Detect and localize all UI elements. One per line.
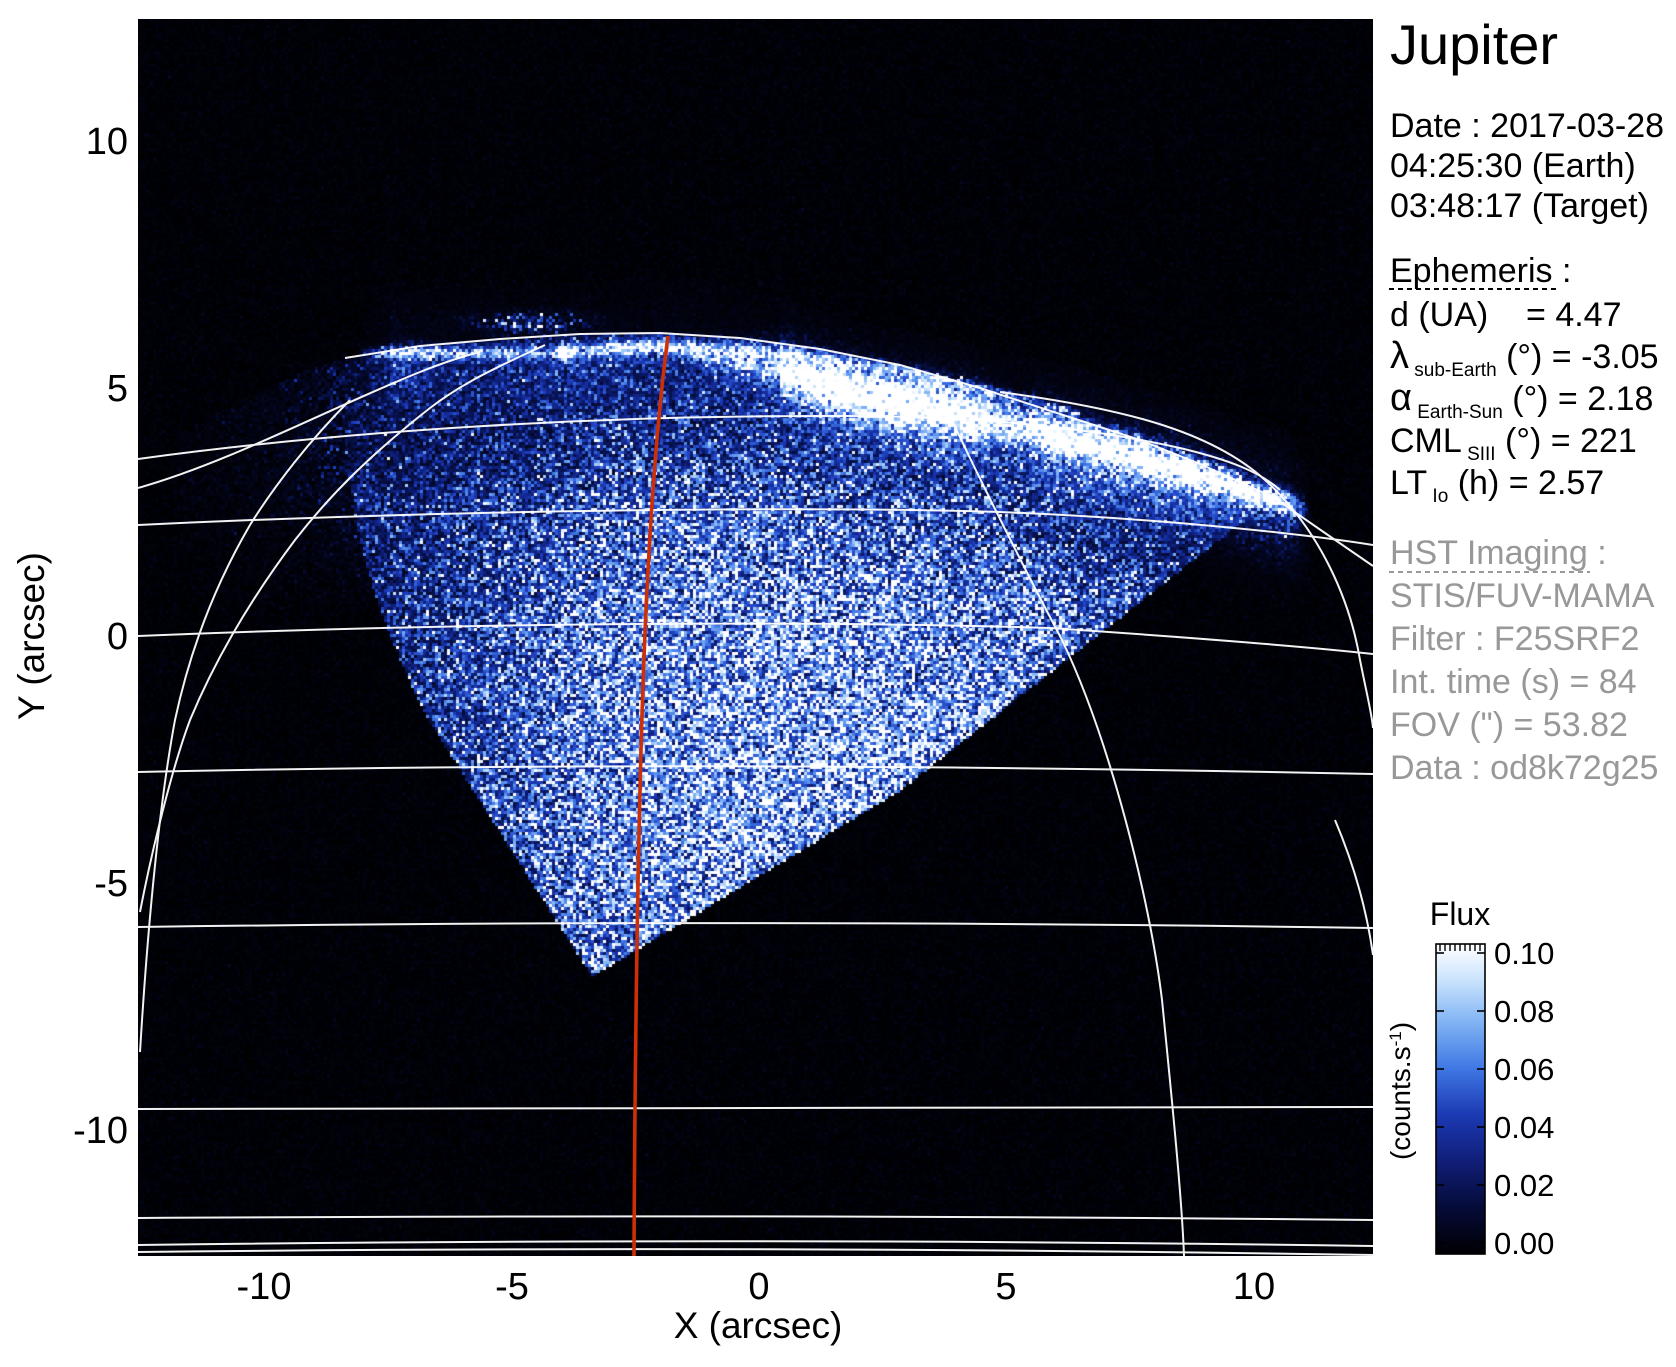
svg-text:0.02: 0.02 [1494, 1168, 1554, 1203]
svg-text:-10: -10 [237, 1266, 292, 1308]
svg-text:Int. time (s) = 84: Int. time (s) = 84 [1390, 663, 1637, 701]
svg-text:Date : 2017-03-28: Date : 2017-03-28 [1390, 107, 1664, 145]
svg-text:λ sub-Earth (°) = -3.05: λ sub-Earth (°) = -3.05 [1390, 335, 1659, 381]
svg-text:10: 10 [1233, 1266, 1275, 1308]
svg-text:5: 5 [107, 368, 128, 410]
svg-text:Flux: Flux [1430, 896, 1490, 932]
svg-text:03:48:17 (Target): 03:48:17 (Target) [1390, 187, 1649, 225]
svg-text:Ephemeris :: Ephemeris : [1390, 252, 1571, 290]
svg-text:0: 0 [748, 1266, 769, 1308]
svg-text:-10: -10 [73, 1110, 128, 1152]
svg-text:HST Imaging :: HST Imaging : [1390, 534, 1607, 572]
svg-text:0.00: 0.00 [1494, 1226, 1554, 1261]
svg-text:Filter : F25SRF2: Filter : F25SRF2 [1390, 620, 1639, 658]
svg-text:FOV (") = 53.82: FOV (") = 53.82 [1390, 706, 1628, 744]
svg-text:d (UA) = 4.47: d (UA) = 4.47 [1390, 296, 1622, 334]
svg-text:10: 10 [86, 121, 128, 163]
svg-text:-5: -5 [495, 1266, 529, 1308]
svg-text:Data : od8k72g25: Data : od8k72g25 [1390, 749, 1658, 787]
svg-text:Y (arcsec): Y (arcsec) [11, 552, 52, 720]
svg-text:X (arcsec): X (arcsec) [674, 1305, 843, 1346]
svg-text:-5: -5 [94, 863, 128, 905]
svg-text:α Earth-Sun (°) = 2.18: α Earth-Sun (°) = 2.18 [1390, 377, 1653, 423]
svg-text:Jupiter: Jupiter [1390, 13, 1558, 76]
svg-text:0.10: 0.10 [1494, 936, 1554, 971]
svg-text:CML SIII (°) = 221: CML SIII (°) = 221 [1390, 422, 1637, 465]
svg-text:STIS/FUV-MAMA: STIS/FUV-MAMA [1390, 577, 1655, 615]
svg-text:0: 0 [107, 616, 128, 658]
svg-text:LT Io (h) = 2.57: LT Io (h) = 2.57 [1390, 464, 1604, 507]
svg-text:5: 5 [995, 1266, 1016, 1308]
svg-text:0.08: 0.08 [1494, 994, 1554, 1029]
svg-text:04:25:30 (Earth): 04:25:30 (Earth) [1390, 147, 1636, 185]
svg-text:(counts.s-1): (counts.s-1) [1385, 1022, 1416, 1160]
svg-text:0.04: 0.04 [1494, 1110, 1554, 1145]
svg-text:0.06: 0.06 [1494, 1052, 1554, 1087]
